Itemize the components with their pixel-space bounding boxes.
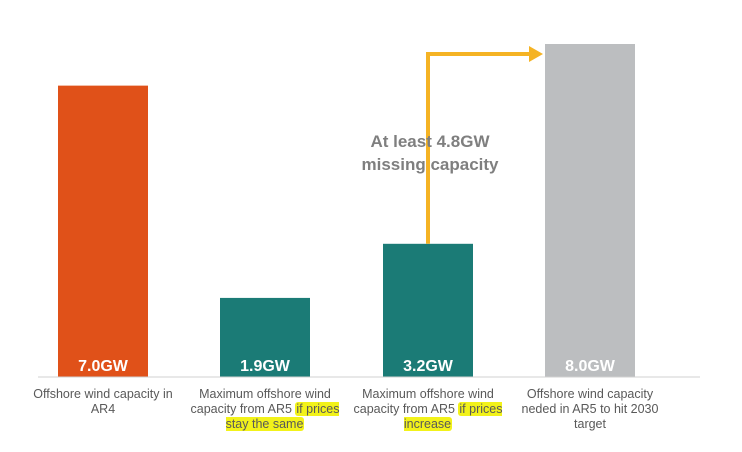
category-label-1: Offshore wind capacity in AR4 (28, 387, 178, 417)
category-label-4: Offshore wind capacity neded in AR5 to h… (515, 387, 665, 432)
value-label-2: 1.9GW (240, 358, 291, 375)
value-label-3: 3.2GW (403, 358, 454, 375)
arrow-head (529, 46, 543, 62)
missing-capacity-annotation: At least 4.8GW missing capacity (350, 130, 510, 176)
value-label-1: 7.0GW (78, 358, 129, 375)
category-label-text: Maximum offshore wind capacity from AR5 (353, 387, 494, 416)
bars-group (58, 44, 635, 377)
category-label-text: Offshore wind capacity neded in AR5 to h… (521, 387, 659, 431)
missing-capacity-arrow (426, 52, 529, 244)
value-label-4: 8.0GW (565, 358, 616, 375)
bar-2 (220, 297, 310, 377)
bar-4 (545, 44, 635, 377)
category-label-text: Maximum offshore wind capacity from AR5 (190, 387, 331, 416)
category-label-2: Maximum offshore wind capacity from AR5 … (190, 387, 340, 432)
bar-1 (58, 85, 148, 377)
value-labels-group: 7.0GW 1.9GW 3.2GW 8.0GW (78, 358, 616, 375)
category-label-text: Offshore wind capacity in AR4 (33, 387, 173, 416)
annotation-line-1: At least 4.8GW (370, 132, 490, 151)
bar-3 (383, 243, 473, 377)
category-label-3: Maximum offshore wind capacity from AR5 … (353, 387, 503, 432)
annotation-line-2: missing capacity (361, 155, 499, 174)
